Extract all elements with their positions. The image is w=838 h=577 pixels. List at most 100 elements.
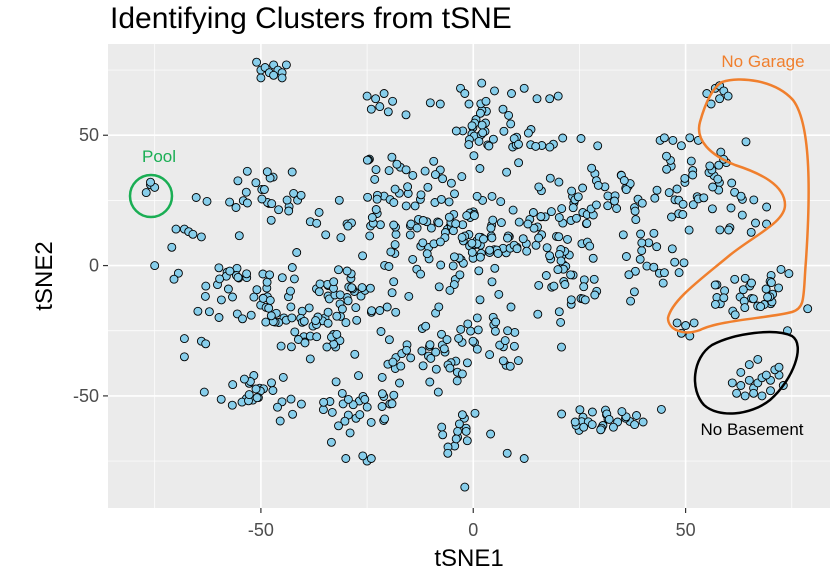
chart-title: Identifying Clusters from tSNE <box>110 2 512 35</box>
data-point <box>557 342 566 352</box>
data-point <box>522 246 532 256</box>
data-point <box>288 409 298 419</box>
data-point <box>578 183 588 193</box>
data-point <box>626 296 636 306</box>
data-point <box>387 399 397 409</box>
data-point <box>425 98 435 108</box>
data-point <box>560 280 570 289</box>
data-point <box>193 306 203 316</box>
data-point <box>467 247 477 257</box>
data-point <box>425 340 435 350</box>
data-point <box>730 187 740 197</box>
data-point <box>608 422 618 432</box>
data-point <box>678 210 688 219</box>
data-point <box>239 374 249 384</box>
data-point <box>649 228 659 238</box>
data-point <box>554 177 564 187</box>
data-point <box>474 136 484 146</box>
y-axis-ticks: -50 0 50 <box>73 125 108 406</box>
data-point <box>242 269 252 279</box>
data-point <box>445 285 455 295</box>
data-point <box>751 218 760 228</box>
data-point <box>371 165 381 175</box>
data-point <box>408 170 418 180</box>
data-point <box>363 192 373 202</box>
data-point <box>241 187 251 197</box>
data-point <box>201 339 211 349</box>
data-point <box>454 419 464 429</box>
data-point <box>727 378 737 388</box>
data-point <box>475 252 485 262</box>
data-point <box>423 182 433 192</box>
data-point <box>604 414 614 424</box>
data-point <box>727 178 737 188</box>
data-point <box>554 232 564 242</box>
data-point <box>587 163 597 173</box>
data-point <box>590 290 600 300</box>
data-point <box>358 451 368 461</box>
pool-label: Pool <box>142 147 176 166</box>
data-point <box>566 270 576 280</box>
data-point <box>265 295 275 305</box>
y-tick-label: 50 <box>79 125 99 145</box>
data-point <box>478 128 488 138</box>
data-point <box>591 200 601 210</box>
data-point <box>453 426 463 436</box>
data-point <box>681 321 691 330</box>
data-point <box>242 198 252 208</box>
data-point <box>242 166 252 176</box>
data-point <box>377 402 387 411</box>
data-point <box>389 220 399 230</box>
data-point <box>277 273 287 283</box>
data-point <box>705 161 715 171</box>
data-point <box>470 408 480 418</box>
data-point <box>332 311 342 321</box>
data-point <box>738 285 748 295</box>
data-point <box>282 195 292 205</box>
data-point <box>457 172 467 182</box>
data-point <box>662 164 672 174</box>
data-point <box>477 120 487 130</box>
data-point <box>536 212 546 221</box>
data-point <box>481 96 491 106</box>
data-point <box>621 185 631 195</box>
data-point <box>637 198 647 208</box>
data-point <box>556 256 566 266</box>
data-point <box>756 302 766 312</box>
data-point <box>451 434 461 444</box>
data-point <box>563 234 572 244</box>
data-point <box>334 265 343 275</box>
data-point <box>384 262 394 271</box>
data-point <box>366 104 376 114</box>
data-point <box>491 317 501 327</box>
data-point <box>387 152 397 162</box>
data-point <box>408 254 418 264</box>
data-point <box>319 397 329 407</box>
data-point <box>542 243 552 253</box>
data-point <box>753 354 763 364</box>
data-point <box>490 326 500 336</box>
data-point <box>227 400 237 410</box>
data-point <box>531 141 541 151</box>
data-point <box>534 182 544 192</box>
data-point <box>388 357 398 367</box>
data-point <box>619 176 629 185</box>
data-point <box>228 292 237 302</box>
data-point <box>433 387 443 397</box>
data-point <box>686 156 696 166</box>
data-point <box>678 199 688 209</box>
data-point <box>576 134 586 143</box>
data-point <box>585 241 595 251</box>
data-point <box>335 290 345 300</box>
data-point <box>382 302 392 312</box>
data-point <box>558 133 568 143</box>
data-point <box>262 167 272 177</box>
no-basement-outline <box>693 330 800 415</box>
data-point <box>596 425 606 435</box>
data-point <box>244 390 254 400</box>
no-garage-outline <box>666 78 810 334</box>
data-point <box>462 211 472 221</box>
data-point <box>287 263 297 272</box>
data-point <box>719 293 729 303</box>
data-point <box>746 227 756 237</box>
